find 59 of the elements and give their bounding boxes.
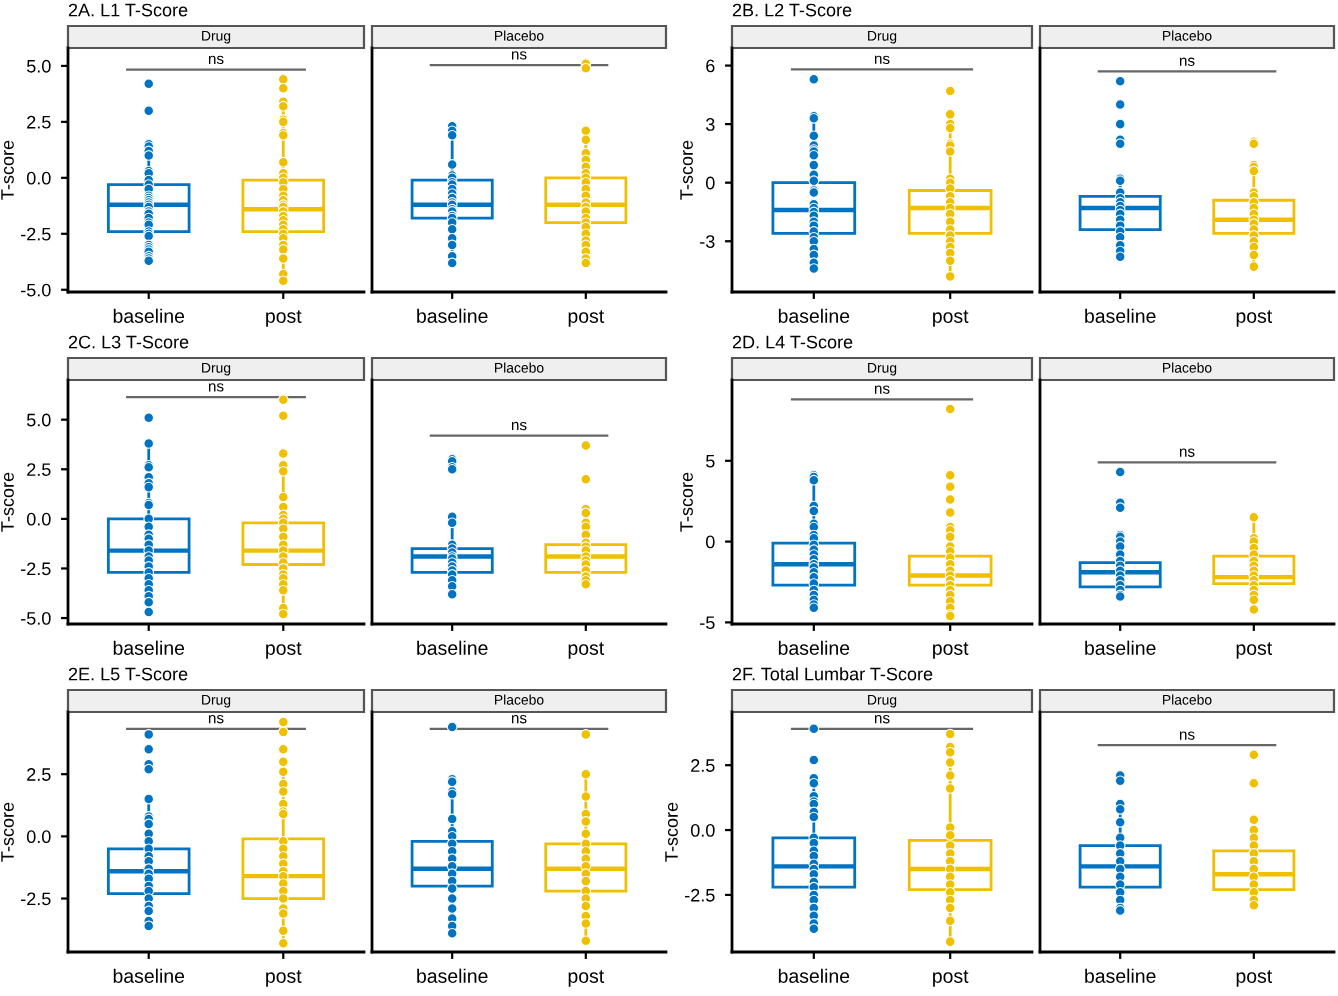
y-tick-label: 2.5 [27,463,51,476]
x-tick-label: baseline [778,968,850,983]
x-tick-label: post [1236,310,1273,327]
y-tick-label: 0.0 [26,171,51,185]
y-tick-label: 5.0 [26,413,51,427]
x-tick-label: baseline [417,640,488,655]
x-tick-label: baseline [113,968,185,983]
y-tick-label: 2.5 [691,759,715,772]
y-axis-title: T-score [680,140,693,200]
y-tick-label: 0 [706,176,715,190]
y-tick-label: 2.5 [27,768,51,781]
x-tick-label: post [933,970,969,987]
x-tick-label: post [933,642,969,659]
x-tick-label: post [266,310,302,327]
y-tick-label: 0 [706,535,715,549]
x-tick-label: baseline [778,640,850,655]
y-tick-label: 0.0 [690,823,715,837]
x-tick-label: baseline [1085,968,1156,983]
y-tick-label: -2.5 [21,892,51,906]
y-tick-label: -2.5 [21,227,51,241]
y-tick-label: -5.0 [21,283,51,297]
chart-title: 2A. L1 T-Score [68,3,188,17]
x-tick-label: post [933,310,969,327]
y-tick-label: 0.0 [26,830,51,844]
x-tick-label: post [266,642,302,659]
y-tick-label: 5.0 [26,59,51,73]
y-axis-title: T-score [680,472,693,532]
x-tick-label: post [568,970,605,987]
x-tick-label: baseline [1085,308,1156,323]
y-tick-label: 2.5 [27,115,51,129]
x-tick-label: baseline [417,968,488,983]
y-tick-label: -5 [700,616,715,630]
x-tick-label: baseline [778,308,850,323]
chart-title: 2D. L4 T-Score [732,335,853,349]
chart-title: 2E. L5 T-Score [68,667,188,681]
y-tick-label: -2.5 [21,562,51,576]
x-tick-label: post [1236,642,1273,659]
y-tick-label: 6 [706,59,715,73]
x-tick-label: baseline [417,308,488,323]
y-tick-label: -5.0 [21,611,51,625]
x-tick-label: post [568,642,605,659]
x-tick-label: baseline [113,640,185,655]
x-tick-label: baseline [1085,640,1156,655]
y-axis-title: T-score [665,802,678,862]
y-tick-label: -2.5 [685,888,715,902]
y-tick-label: 5 [706,454,715,468]
x-tick-label: post [1236,970,1273,987]
y-tick-label: -3 [700,235,715,248]
y-axis-title: T-score [1,472,14,532]
chart-title: 2B. L2 T-Score [732,3,852,17]
y-tick-label: 0.0 [26,512,51,526]
x-tick-label: post [266,970,302,987]
chart-title: 2F. Total Lumbar T-Score [732,667,933,681]
y-axis-title: T-score [1,140,14,200]
x-tick-label: baseline [113,308,185,323]
chart-title: 2C. L3 T-Score [68,335,189,349]
y-axis-title: T-score [1,802,14,862]
y-tick-label: 3 [705,118,715,131]
x-tick-label: post [568,310,605,327]
